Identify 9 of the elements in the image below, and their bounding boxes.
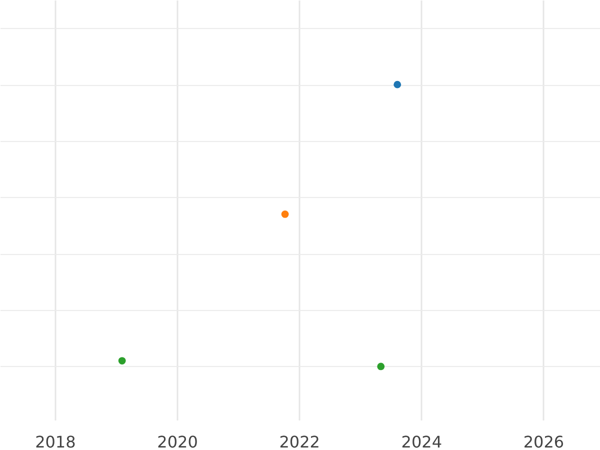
x-tick-label: 2018 — [35, 432, 76, 450]
point — [394, 80, 402, 88]
x-tick-label: 2020 — [157, 432, 198, 450]
point — [281, 210, 289, 218]
point — [377, 362, 385, 370]
x-tick-label: 2022 — [279, 432, 320, 450]
point — [118, 357, 126, 365]
x-tick-label: 2024 — [401, 432, 442, 450]
x-tick-label: 2026 — [523, 432, 564, 450]
